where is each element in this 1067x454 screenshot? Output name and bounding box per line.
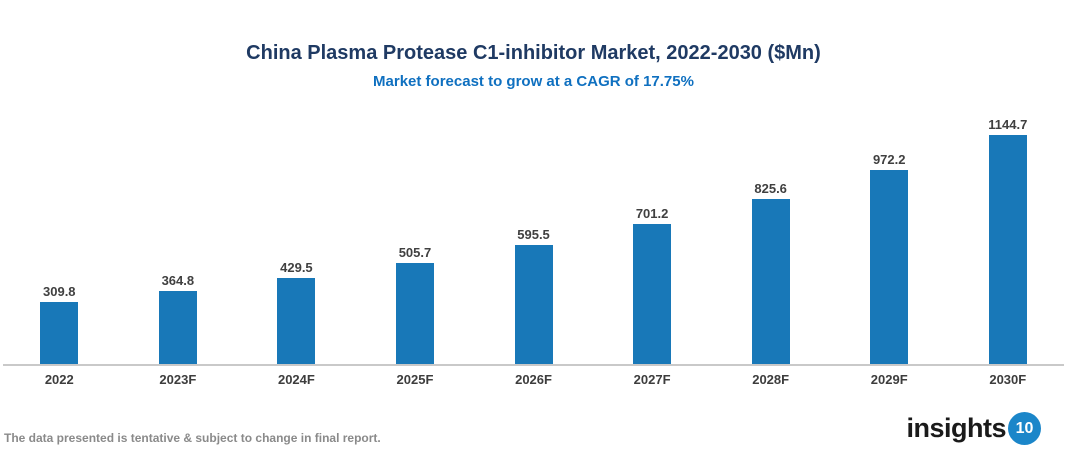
bar-value-label: 972.2 — [872, 151, 906, 167]
bar — [277, 278, 316, 364]
bar-value-label: 595.5 — [517, 226, 550, 242]
logo-text: insights — [906, 413, 1006, 443]
chart-title: China Plasma Protease C1-inhibitor Marke… — [246, 42, 821, 64]
x-axis-line — [3, 364, 1064, 366]
bar-value-label: 364.8 — [161, 273, 195, 289]
bar-value-label: 1144.7 — [988, 117, 1028, 133]
bar-value-label: 429.5 — [280, 260, 313, 276]
bar-value-label: 309.8 — [43, 284, 76, 300]
bar — [40, 302, 79, 364]
x-axis-label: 2024F — [277, 372, 315, 387]
bar-chart-bars: 309.8 364.8 429.5 505.7 595.5 701.2 825.6 972.2… — [0, 108, 1067, 364]
bar-value-label: 505.7 — [398, 244, 432, 260]
bar-column: 429.5 — [237, 260, 356, 364]
x-axis-label: 2030F — [989, 372, 1027, 387]
bar — [751, 198, 790, 364]
bar — [395, 262, 434, 364]
bar-column: 1144.7 — [949, 117, 1067, 364]
x-axis-label: 2027F — [633, 372, 671, 387]
footer-note: The data presented is tentative & subjec… — [4, 431, 381, 445]
bar-chart: 309.8 364.8 429.5 505.7 595.5 701.2 825.6 972.2… — [0, 108, 1067, 387]
bar — [633, 223, 672, 364]
insights10-logo: insights 10 — [906, 412, 1041, 445]
bar-column: 595.5 — [474, 227, 593, 364]
bar — [870, 169, 909, 364]
bar — [158, 291, 197, 364]
x-axis-label: 2026F — [515, 372, 552, 387]
x-axis-label: 2025F — [396, 372, 434, 387]
chart-subtitle: Market forecast to grow at a CAGR of 17.… — [373, 73, 694, 90]
logo-badge-10: 10 — [1008, 412, 1041, 445]
bar-value-label: 825.6 — [754, 180, 787, 196]
x-axis-label: 2028F — [752, 372, 790, 387]
x-axis-label: 2023F — [159, 372, 197, 387]
bar-column: 364.8 — [119, 273, 238, 364]
x-axis-label: 2029F — [870, 372, 908, 387]
bar-column: 825.6 — [711, 181, 830, 364]
x-axis-labels: 2022 2023F 2024F 2025F 2026F 2027F 2028F 2029F 2… — [0, 366, 1067, 387]
x-axis-label: 2022 — [44, 372, 74, 387]
bar — [514, 244, 553, 364]
bar-column: 309.8 — [0, 284, 119, 364]
bar — [988, 135, 1027, 364]
bar-value-label: 701.2 — [635, 205, 669, 221]
bar-column: 701.2 — [593, 206, 712, 364]
bar-column: 972.2 — [830, 152, 949, 364]
chart-header: China Plasma Protease C1-inhibitor Marke… — [0, 0, 1067, 92]
bar-column: 505.7 — [356, 245, 475, 364]
